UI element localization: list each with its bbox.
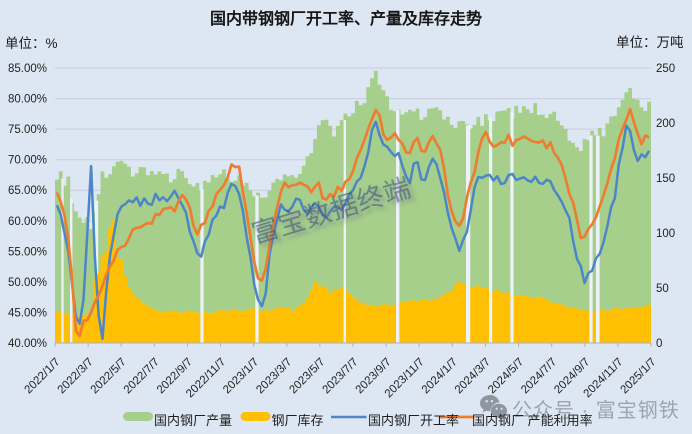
svg-text:45.00%: 45.00%: [8, 307, 47, 319]
svg-text:50.00%: 50.00%: [8, 277, 47, 289]
svg-text:2022/5/7: 2022/5/7: [89, 356, 129, 396]
svg-text:40.00%: 40.00%: [8, 338, 47, 350]
svg-text:2024/1/7: 2024/1/7: [420, 356, 460, 396]
svg-text:80.00%: 80.00%: [8, 94, 47, 106]
svg-text:70.00%: 70.00%: [8, 155, 47, 167]
svg-text:2024/3/7: 2024/3/7: [453, 356, 493, 396]
svg-text:2022/7/7: 2022/7/7: [122, 356, 162, 396]
svg-text:100: 100: [656, 228, 675, 240]
svg-text:55.00%: 55.00%: [8, 246, 47, 258]
svg-text:2023/7/7: 2023/7/7: [320, 356, 360, 396]
svg-text:2022/3/7: 2022/3/7: [56, 356, 96, 396]
svg-text:0: 0: [656, 338, 662, 350]
svg-text:2023/5/7: 2023/5/7: [287, 356, 327, 396]
svg-text:2023/1/7: 2023/1/7: [221, 356, 261, 396]
svg-text:2023/3/7: 2023/3/7: [254, 356, 294, 396]
svg-text:2024/5/7: 2024/5/7: [486, 356, 526, 396]
svg-text:200: 200: [656, 118, 675, 130]
svg-text:2022/1/7: 2022/1/7: [22, 356, 62, 396]
svg-text:2024/7/7: 2024/7/7: [519, 356, 559, 396]
svg-text:2025/1/7: 2025/1/7: [618, 356, 658, 396]
svg-text:150: 150: [656, 173, 675, 185]
svg-text:65.00%: 65.00%: [8, 185, 47, 197]
svg-text:75.00%: 75.00%: [8, 124, 47, 136]
svg-text:60.00%: 60.00%: [8, 216, 47, 228]
svg-text:250: 250: [656, 63, 675, 75]
svg-text:85.00%: 85.00%: [8, 63, 47, 75]
svg-text:50: 50: [656, 283, 669, 295]
